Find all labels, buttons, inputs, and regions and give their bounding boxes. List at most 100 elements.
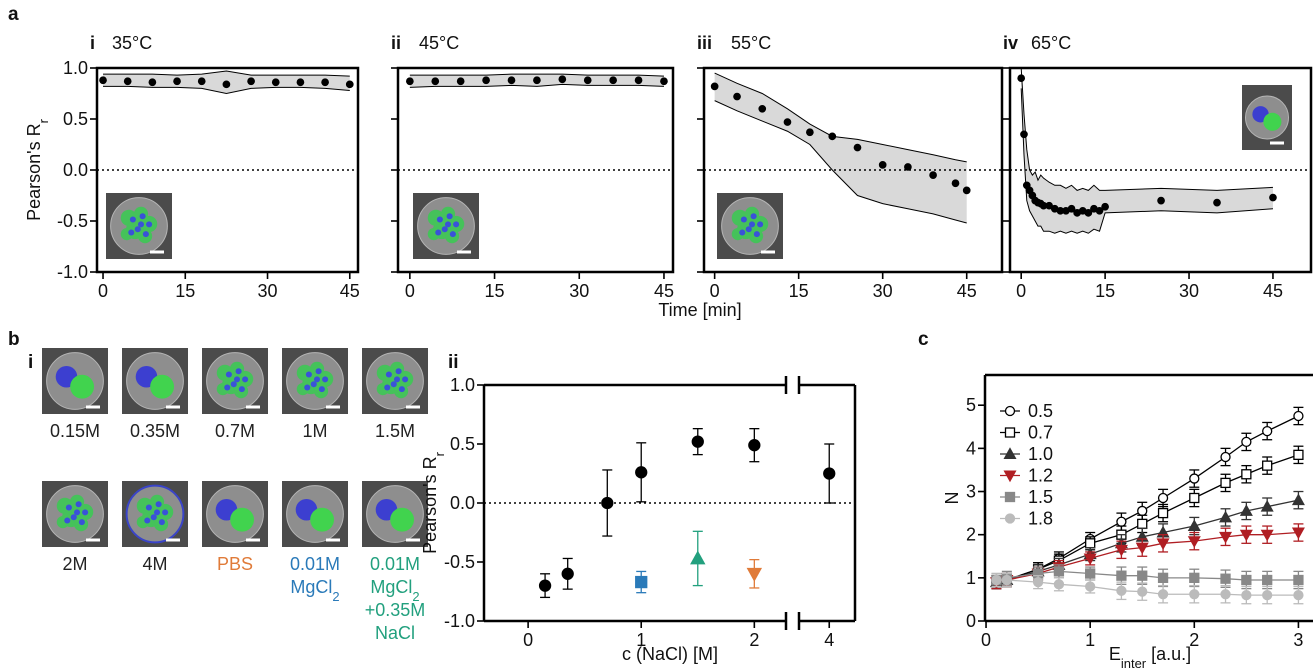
y-tick-label: -0.5 (57, 211, 88, 231)
blue-phase (315, 368, 322, 375)
point (1003, 447, 1017, 459)
point (828, 132, 837, 141)
text-part: 2M (62, 554, 87, 574)
point (1219, 531, 1233, 544)
point (1293, 574, 1304, 586)
text-part: Pearson's R (420, 456, 440, 553)
x-axis-label: Time [min] (658, 300, 741, 320)
text-part: 1.5M (375, 421, 415, 441)
point (1291, 527, 1305, 540)
blue-phase (145, 504, 152, 511)
x-tick-label: 30 (1179, 281, 1199, 301)
point (1157, 196, 1165, 205)
point (1004, 513, 1016, 524)
blue-phase (146, 221, 153, 228)
sample-label: 2M (62, 554, 87, 574)
point (1137, 586, 1148, 597)
subscript: 2 (332, 589, 339, 604)
band-edge (103, 70, 350, 77)
blue-phase (384, 384, 391, 391)
text-part: Pearson's R (24, 123, 44, 220)
chart: -1.0 -0.5 0.0 0.5 1.0 0 1 2 4 Pearson's Rr c (NaCl… (420, 375, 857, 664)
blue-phase (444, 221, 452, 228)
blue-phase (436, 216, 443, 223)
point (1157, 572, 1169, 583)
point (1189, 572, 1200, 583)
x-tick-label: 4 (824, 630, 834, 650)
point (1269, 193, 1277, 202)
point (1116, 585, 1127, 596)
point (746, 567, 763, 582)
blue-phase (224, 384, 231, 391)
blue-phase (78, 519, 85, 526)
subscript: 2 (412, 589, 419, 604)
text-part: 0.35M (130, 421, 180, 441)
point (1241, 589, 1252, 601)
point (148, 78, 157, 87)
blue-phase (64, 517, 71, 524)
blue-phase (453, 221, 460, 228)
legend-label: 0.7 (1028, 423, 1053, 443)
point (1114, 544, 1128, 557)
point (99, 76, 107, 85)
sub-panel-label: ii (448, 352, 459, 373)
point (1053, 566, 1065, 577)
blue-phase (739, 229, 746, 236)
point (1293, 410, 1304, 422)
point (823, 467, 836, 480)
point (1220, 477, 1231, 489)
sub-panel-label: i (28, 352, 33, 373)
blue-phase (740, 216, 747, 223)
blue-phase (162, 509, 169, 516)
sub-panel-label: iv (1003, 33, 1018, 53)
point (173, 77, 181, 86)
micrograph (1242, 85, 1292, 150)
blue-phase (82, 509, 89, 516)
blue-phase (73, 509, 81, 516)
legend-label: 1.0 (1028, 444, 1053, 464)
blue-phase (745, 226, 752, 233)
x-tick-label: 1 (636, 630, 646, 650)
point (345, 80, 354, 89)
x-tick-label: 15 (175, 281, 195, 301)
point (1116, 516, 1127, 527)
sample-label: 0.15M (50, 421, 100, 441)
x-tick-label: 2 (749, 630, 759, 650)
point (1095, 206, 1104, 215)
y-axis-label: N (942, 492, 962, 505)
blue-phase (75, 501, 82, 508)
text-part: 4M (142, 554, 167, 574)
point (1017, 74, 1026, 83)
point (1220, 451, 1231, 463)
y-tick-label: 1 (966, 568, 976, 588)
point (1085, 538, 1096, 549)
blue-phase (129, 216, 136, 223)
sample-label: 0.01M (290, 554, 340, 574)
point (1239, 529, 1253, 542)
point (1262, 589, 1273, 601)
point (431, 77, 440, 86)
point (1220, 589, 1231, 600)
y-tick-label: 0.5 (63, 109, 88, 129)
point (538, 579, 552, 592)
point (1137, 570, 1148, 581)
point (1135, 542, 1149, 555)
blue-phase (230, 381, 237, 388)
point (1189, 473, 1200, 484)
blue-phase (753, 231, 760, 238)
green-phase (390, 507, 415, 532)
micrograph (122, 348, 188, 414)
y-tick-label: -1.0 (57, 262, 88, 282)
sample-label: 0.35M (130, 421, 180, 441)
point (456, 77, 465, 86)
y-tick-label: 0.0 (63, 160, 88, 180)
text-part: E (1109, 644, 1121, 664)
point (758, 104, 767, 113)
micrograph (122, 481, 188, 547)
blue-phase (65, 504, 72, 511)
point (296, 78, 305, 87)
point (406, 77, 414, 86)
blue-phase (150, 514, 157, 521)
